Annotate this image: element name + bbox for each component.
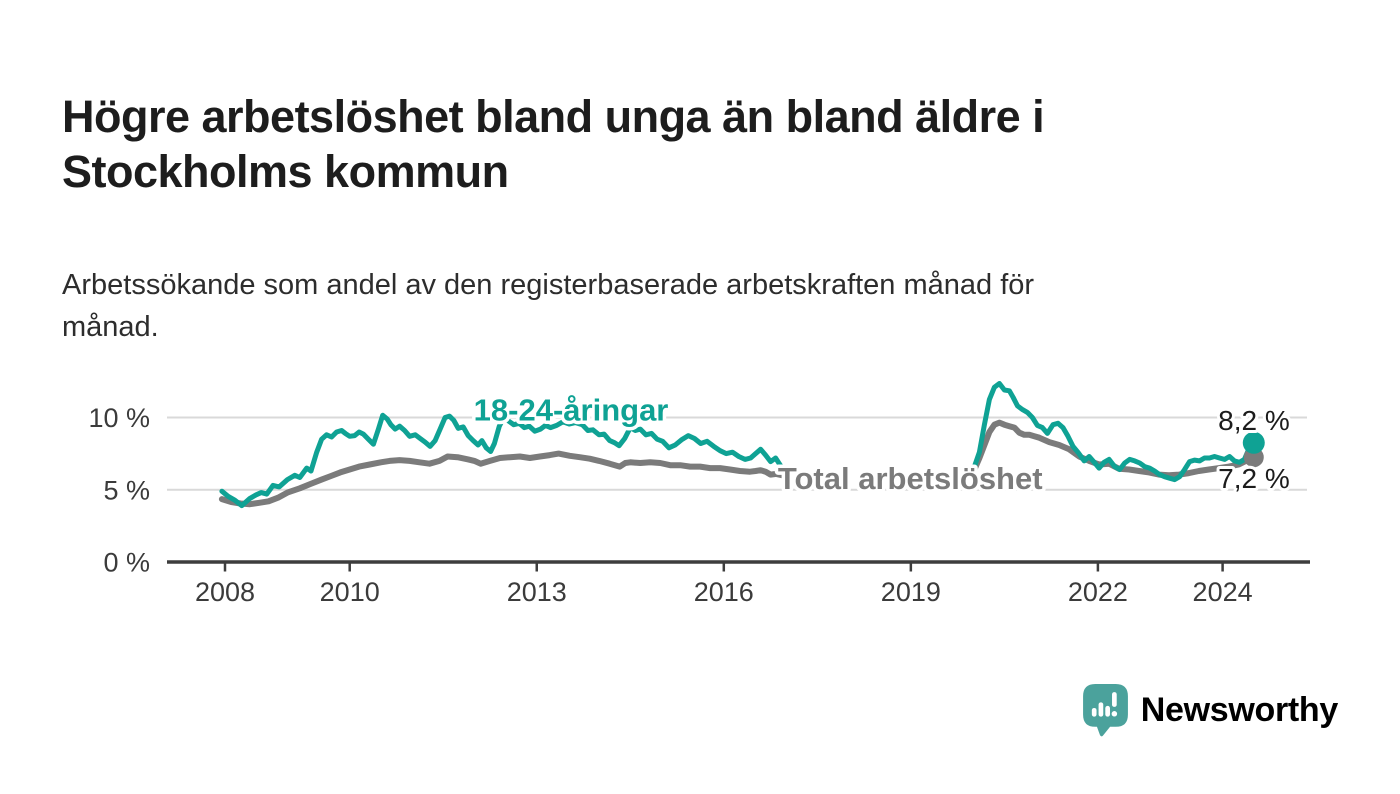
newsworthy-logo-text: Newsworthy [1140,691,1339,729]
series-line-youth-segment-1 [219,412,784,509]
x-axis-label-2010: 2010 [320,577,380,607]
series-end-dot-youth [1242,431,1265,454]
x-axis-label-2022: 2022 [1068,577,1128,607]
series-label-total: Total arbetslöshet [778,461,1043,496]
chart-title-line-2: Stockholms kommun [62,146,509,198]
newsworthy-logo-icon [1082,684,1128,737]
x-axis-label-2019: 2019 [881,577,941,607]
end-value-label-total: 7,2 % [1218,463,1290,494]
series-label-youth: 18-24-åringar [474,393,669,428]
chart-title-line-1: Högre arbetslöshet bland unga än bland ä… [62,91,1045,143]
chart-subtitle-line-2: månad. [62,311,159,344]
x-axis-label-2008: 2008 [195,577,255,607]
x-axis-label-2016: 2016 [694,577,754,607]
y-axis-label-5pct: 5 % [103,475,150,505]
chart-title: Högre arbetslöshet bland unga än bland ä… [62,90,1262,200]
y-axis-label-0pct: 0 % [103,548,150,578]
series-line-youth-segment-2 [971,381,1257,483]
end-value-label-youth: 8,2 % [1218,405,1290,436]
x-axis-label-2013: 2013 [507,577,567,607]
x-axis-label-2024: 2024 [1193,577,1253,607]
chart-subtitle-line-1: Arbetssökande som andel av den registerb… [62,269,1035,301]
y-axis-label-10pct: 10 % [88,403,150,433]
chart-subtitle: Arbetssökande som andel av den registerb… [62,264,1262,348]
series-line-total-segment-1 [218,450,786,508]
newsworthy-logo: Newsworthy [1082,684,1339,737]
